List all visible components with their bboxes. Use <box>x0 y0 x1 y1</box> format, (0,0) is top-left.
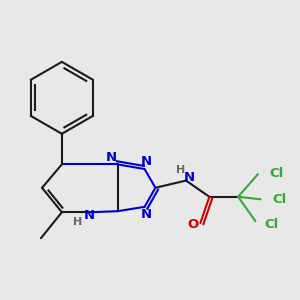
Text: N: N <box>83 208 94 222</box>
Text: N: N <box>183 171 194 184</box>
Text: N: N <box>141 208 152 220</box>
Text: H: H <box>176 165 185 175</box>
Text: Cl: Cl <box>264 218 279 231</box>
Text: Cl: Cl <box>269 167 284 180</box>
Text: N: N <box>106 152 117 164</box>
Text: H: H <box>74 217 83 227</box>
Text: Cl: Cl <box>272 193 286 206</box>
Text: N: N <box>141 155 152 168</box>
Text: O: O <box>188 218 199 231</box>
